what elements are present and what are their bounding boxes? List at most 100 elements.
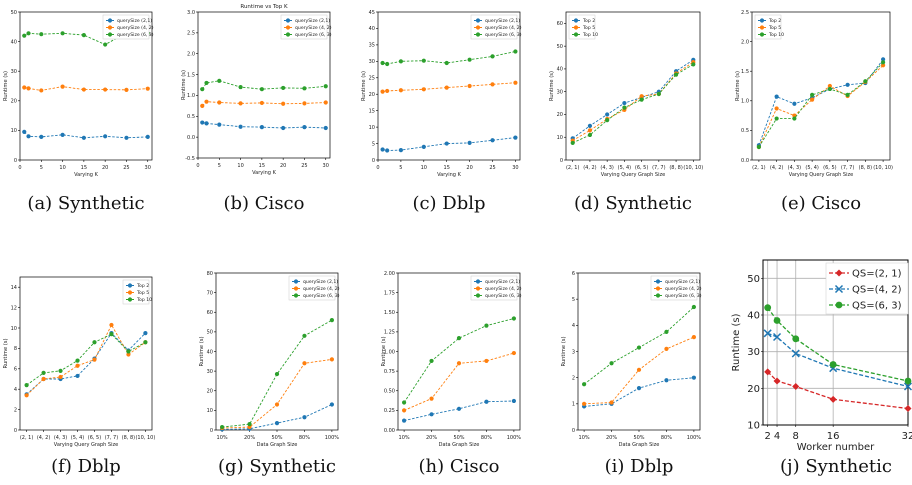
data-point bbox=[490, 82, 495, 87]
x-tick-label: 10 bbox=[421, 165, 427, 171]
data-point bbox=[398, 88, 404, 93]
data-point bbox=[664, 329, 669, 334]
legend-label: Top 2 bbox=[582, 18, 595, 24]
x-tick-label: 0 bbox=[18, 165, 21, 171]
data-point bbox=[124, 135, 129, 140]
series-querySize (6, 3) bbox=[582, 304, 697, 387]
x-tick-label: 5 bbox=[40, 165, 43, 171]
data-point bbox=[274, 371, 280, 377]
series-line bbox=[572, 59, 694, 139]
y-tick-label: 20 bbox=[747, 384, 760, 395]
data-point bbox=[217, 100, 222, 105]
data-point bbox=[511, 316, 516, 321]
y-tick-label: 2.0 bbox=[741, 39, 749, 45]
data-point bbox=[636, 345, 642, 350]
data-point bbox=[103, 42, 108, 47]
data-point bbox=[467, 83, 472, 89]
y-tick-label: 30 bbox=[747, 347, 760, 358]
y-tick-label: 1.25 bbox=[384, 330, 395, 336]
data-point bbox=[259, 125, 264, 130]
plot-frame bbox=[751, 11, 891, 161]
data-point bbox=[145, 86, 150, 91]
x-tick-label: 25 bbox=[489, 165, 495, 171]
legend-box bbox=[122, 279, 150, 305]
data-point bbox=[664, 346, 669, 351]
data-point bbox=[774, 94, 779, 99]
y-axis-label: Runtime (s) bbox=[731, 313, 742, 371]
x-tick-label: 100% bbox=[687, 435, 702, 441]
series-line bbox=[382, 51, 516, 65]
y-tick-label: 30 bbox=[369, 59, 375, 65]
x-tick-label: (2, 1) bbox=[20, 435, 33, 441]
data-point bbox=[302, 125, 307, 130]
legend-marker bbox=[759, 32, 765, 37]
data-point bbox=[217, 122, 222, 127]
data-point bbox=[281, 85, 286, 91]
y-tick-label: 20 bbox=[207, 389, 213, 395]
data-point bbox=[639, 97, 644, 102]
data-point bbox=[904, 405, 912, 412]
x-tick-label: (6, 5) bbox=[88, 435, 101, 441]
x-tick-label: (4, 3) bbox=[54, 435, 67, 441]
y-tick-label: 0 bbox=[14, 158, 17, 164]
data-point bbox=[622, 105, 627, 110]
data-point bbox=[259, 87, 264, 92]
y-tick-label: 2.0 bbox=[187, 51, 195, 57]
legend-marker bbox=[285, 32, 291, 37]
data-point bbox=[238, 124, 243, 129]
data-point bbox=[587, 123, 593, 128]
subfigure-caption: (c) Dblp bbox=[412, 193, 486, 214]
data-point bbox=[764, 304, 772, 312]
data-point bbox=[22, 85, 27, 90]
data-point bbox=[75, 373, 80, 379]
subfigure-caption: (a) Synthetic bbox=[27, 193, 145, 214]
data-point bbox=[259, 100, 264, 106]
legend: querySize (2,1)querySize (4, 2)querySize… bbox=[470, 275, 522, 301]
data-point bbox=[664, 378, 669, 383]
x-tick-label: 80% bbox=[661, 435, 672, 441]
series-querySize (2,1) bbox=[402, 398, 516, 423]
data-point bbox=[639, 94, 644, 99]
series-querySize (4, 2) bbox=[582, 335, 697, 406]
y-tick-label: 50 bbox=[557, 44, 563, 50]
data-point bbox=[323, 84, 328, 89]
series-querySize (6, 3) bbox=[200, 78, 328, 92]
data-point bbox=[380, 60, 385, 66]
x-tick-label: 30 bbox=[512, 165, 518, 171]
legend-marker bbox=[835, 301, 843, 309]
data-point bbox=[274, 421, 280, 426]
data-point bbox=[792, 101, 797, 106]
series-Top 2 bbox=[570, 57, 696, 141]
data-point bbox=[827, 86, 832, 92]
data-point bbox=[773, 332, 782, 342]
series-querySize (6, 3) bbox=[220, 318, 334, 430]
chart-panel-8: 0.00 0.25 0.50 0.75 1.00 1.25 1.50 1.75 2.00 10% 2… bbox=[381, 271, 522, 448]
y-axis-label: Runtime (s) bbox=[199, 336, 205, 366]
legend-label: querySize (4, 2) bbox=[303, 286, 340, 292]
y-tick-label: 2.5 bbox=[187, 31, 195, 37]
legend-label: querySize (2,1) bbox=[485, 18, 520, 24]
legend-label: querySize (4, 2) bbox=[485, 25, 522, 31]
legend-marker bbox=[573, 25, 579, 30]
y-axis-label: Runtime (s) bbox=[3, 338, 9, 368]
data-point bbox=[22, 129, 27, 134]
x-tick-label: (2, 1) bbox=[566, 165, 579, 171]
chart-panel-3: 0 5 10 15 20 25 30 35 40 45 0 5 10 15 20 25 30 Varying K R… bbox=[361, 10, 522, 178]
series-QS=(2, 1) bbox=[764, 368, 912, 412]
data-point bbox=[511, 350, 516, 356]
legend-label: querySize (4, 2) bbox=[665, 286, 702, 292]
y-tick-label: 10 bbox=[557, 135, 563, 141]
data-point bbox=[39, 134, 44, 140]
data-point bbox=[429, 358, 434, 364]
legend-label: querySize (6, 3) bbox=[117, 32, 154, 38]
data-point bbox=[609, 361, 614, 366]
x-tick-label: 50% bbox=[271, 435, 282, 441]
x-tick-label: 80% bbox=[299, 435, 310, 441]
x-tick-label: 15 bbox=[259, 163, 265, 169]
data-point bbox=[385, 148, 390, 153]
y-tick-label: 5 bbox=[372, 141, 375, 147]
x-tick-label: 20% bbox=[244, 435, 255, 441]
legend-label: querySize (4, 2) bbox=[485, 286, 522, 292]
x-tick-label: 2 bbox=[764, 431, 770, 442]
y-tick-label: 0 bbox=[372, 158, 375, 164]
